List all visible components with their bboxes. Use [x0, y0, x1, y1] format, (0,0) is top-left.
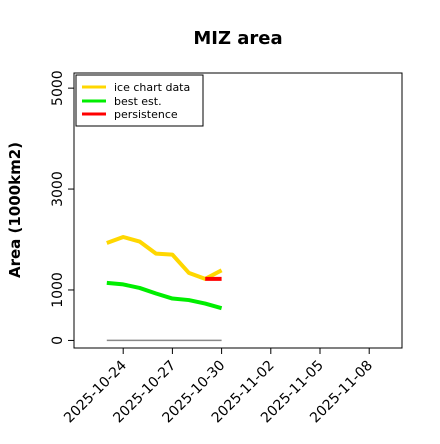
series-line-ice-chart-data — [106, 234, 223, 281]
legend-label-persistence: persistence — [114, 108, 178, 121]
y-tick-label-3000: 3000 — [50, 171, 66, 207]
legend-label-ice-chart-data: ice chart data — [114, 81, 190, 94]
series-line-best-est — [106, 280, 223, 311]
y-tick-label-5000: 5000 — [50, 70, 66, 106]
legend-label-best-est: best est. — [114, 95, 162, 108]
y-tick-label-0: 0 — [50, 336, 66, 345]
plot-frame — [73, 72, 403, 349]
series-layer — [106, 234, 223, 342]
legend: ice chart data best est. persistence — [75, 74, 204, 127]
y-tick-label-1000: 1000 — [50, 272, 66, 308]
y-axis-label: Area (1000km2) — [6, 142, 24, 278]
y-axis: 0 1000 3000 5000 — [50, 70, 74, 345]
chart-title: MIZ area — [193, 28, 282, 49]
x-axis: 2025-10-242025-10-272025-10-302025-11-02… — [61, 348, 376, 426]
